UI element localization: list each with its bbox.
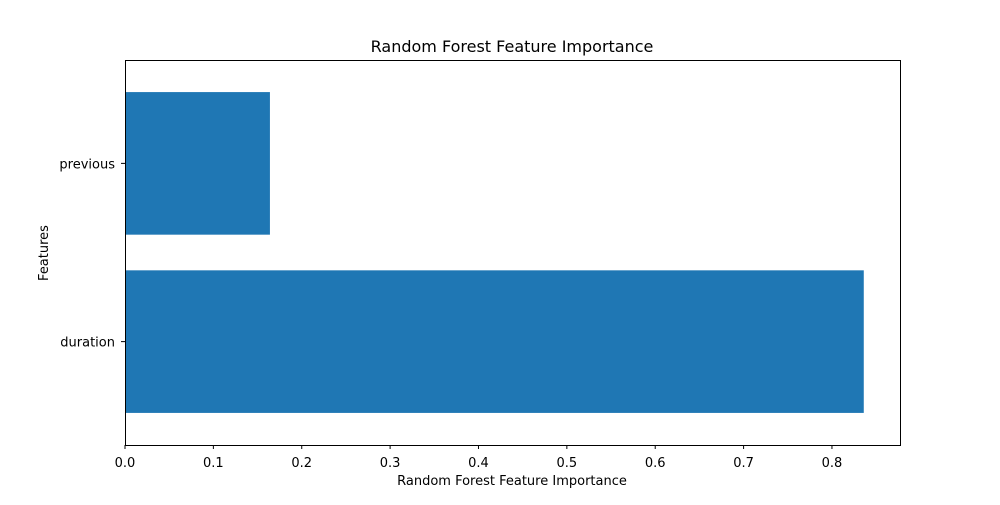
x-axis-ticks: 0.0 0.1 0.2 0.3 0.4 0.5 0.6 0.7 0.8 bbox=[115, 445, 843, 471]
x-tick-label: 0.2 bbox=[291, 456, 312, 471]
y-axis-label: Features bbox=[37, 225, 52, 281]
y-axis-ticks: duration previous bbox=[59, 157, 125, 351]
x-tick-label: 0.5 bbox=[557, 456, 578, 471]
y-tick-label: previous bbox=[59, 157, 115, 172]
x-tick-label: 0.7 bbox=[733, 456, 754, 471]
x-tick-label: 0.4 bbox=[468, 456, 489, 471]
x-axis-label: Random Forest Feature Importance bbox=[397, 474, 627, 489]
bars-group bbox=[125, 92, 864, 413]
x-tick-label: 0.1 bbox=[203, 456, 224, 471]
y-tick-label: duration bbox=[60, 336, 115, 351]
x-tick-label: 0.6 bbox=[645, 456, 666, 471]
plot-frame bbox=[125, 60, 901, 446]
bar-previous bbox=[125, 92, 270, 235]
chart-title: Random Forest Feature Importance bbox=[371, 37, 654, 56]
bar-duration bbox=[125, 270, 864, 413]
x-tick-label: 0.3 bbox=[380, 456, 401, 471]
x-tick-label: 0.8 bbox=[822, 456, 843, 471]
x-tick-label: 0.0 bbox=[115, 456, 136, 471]
